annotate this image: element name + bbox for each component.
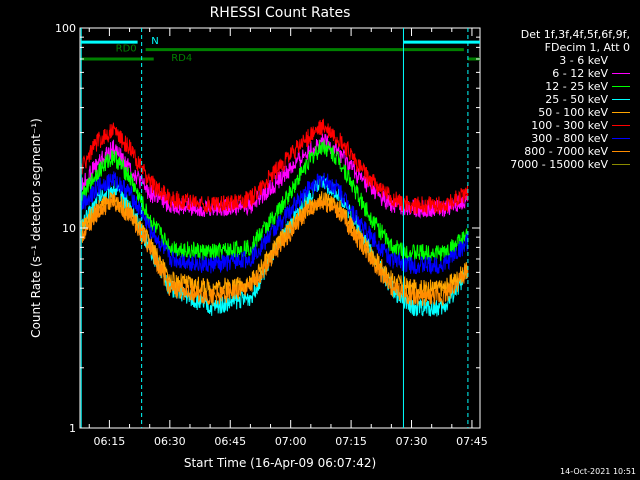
legend-label: 300 - 800 keV — [531, 132, 608, 145]
axes-group: 1 10 100 06:15 06:30 06:45 07:00 07:15 07:30 07:4… — [55, 22, 488, 448]
legend-label: 800 - 7000 keV — [524, 145, 608, 158]
x-tick-label: 06:45 — [214, 435, 246, 448]
legend-label: 6 - 12 keV — [552, 67, 608, 80]
legend-label: 100 - 300 keV — [531, 119, 608, 132]
legend-entry: 300 - 800 keV — [460, 132, 630, 145]
legend-swatch — [612, 86, 630, 87]
state-bar-label: N — [151, 36, 158, 47]
chart-title: RHESSI Count Rates — [210, 5, 351, 21]
legend-swatch — [612, 112, 630, 113]
legend: Det 1f,3f,4f,5f,6f,9f, FDecim 1, Att 0 3… — [460, 28, 630, 171]
state-bars-group: N RD0 RD4 — [81, 36, 480, 64]
legend-entry: 12 - 25 keV — [460, 80, 630, 93]
x-tick-label: 07:15 — [335, 435, 367, 448]
legend-swatch — [612, 138, 630, 139]
legend-header-detectors: Det 1f,3f,4f,5f,6f,9f, — [520, 28, 630, 41]
legend-label: 3 - 6 keV — [559, 54, 608, 67]
x-axis-label: Start Time (16-Apr-09 06:07:42) — [184, 456, 376, 470]
legend-entry: 800 - 7000 keV — [460, 145, 630, 158]
timestamp: 14-Oct-2021 10:51 — [560, 467, 636, 476]
legend-swatch — [612, 99, 630, 100]
legend-swatch — [612, 125, 630, 126]
state-bar-label: RD0 — [116, 44, 137, 55]
legend-entry: 3 - 6 keV — [460, 54, 630, 67]
y-tick-label: 1 — [69, 422, 76, 435]
legend-label: 25 - 50 keV — [545, 93, 608, 106]
series-line — [80, 118, 469, 215]
x-tick-label: 07:00 — [275, 435, 307, 448]
legend-swatch — [612, 151, 630, 152]
legend-swatch — [612, 60, 630, 61]
x-tick-label: 07:30 — [396, 435, 428, 448]
legend-swatch — [612, 73, 630, 74]
y-axis-label: Count Rate (s⁻¹ detector segment⁻¹) — [29, 118, 43, 338]
legend-label: 12 - 25 keV — [545, 80, 608, 93]
legend-entry: 50 - 100 keV — [460, 106, 630, 119]
x-tick-label: 06:30 — [154, 435, 186, 448]
legend-swatch — [612, 164, 630, 165]
legend-entry: 6 - 12 keV — [460, 67, 630, 80]
legend-entry: 7000 - 15000 keV — [460, 158, 630, 171]
y-tick-label: 10 — [62, 222, 76, 235]
legend-entry: 25 - 50 keV — [460, 93, 630, 106]
legend-label: 50 - 100 keV — [538, 106, 608, 119]
series-group — [80, 118, 469, 317]
legend-entry: 100 - 300 keV — [460, 119, 630, 132]
legend-header-decimation: FDecim 1, Att 0 — [544, 41, 630, 54]
x-tick-label: 07:45 — [456, 435, 488, 448]
legend-label: 7000 - 15000 keV — [510, 158, 608, 171]
x-tick-label: 06:15 — [94, 435, 126, 448]
state-bar-label: RD4 — [171, 53, 192, 64]
y-tick-label: 100 — [55, 22, 76, 35]
